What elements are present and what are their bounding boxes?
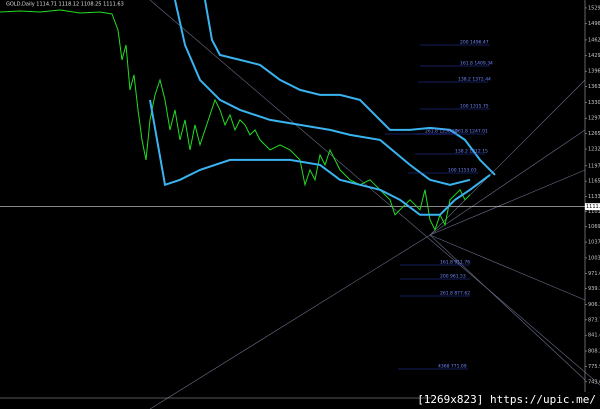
band-line: [149, 99, 491, 216]
band-line: [204, 0, 496, 176]
y-tick-label: 971.62: [588, 271, 600, 277]
fan-lines: [149, 0, 600, 409]
price-box: [585, 203, 600, 211]
y-tick-label: 743.62: [588, 379, 600, 385]
fib-label: 261.8 1256.50: [425, 129, 458, 135]
fib-label: 261.8 877.62: [440, 291, 470, 297]
y-tick-label: 939.32: [588, 286, 600, 292]
y-tick-label: 1133.27: [588, 194, 600, 200]
y-tick-label: 1429.57: [588, 53, 600, 59]
y-tick-label: 1232.67: [588, 147, 600, 153]
fib-label: 161.8 1247.01: [455, 129, 488, 135]
fan-line: [429, 234, 586, 381]
y-tick-label: 808.22: [588, 349, 600, 355]
y-tick-label: 1396.32: [588, 69, 600, 75]
fan-line: [429, 169, 586, 236]
fan-line: [429, 129, 586, 236]
y-tick-label: 1069.47: [588, 224, 600, 230]
fib-label: 100 1153.03: [448, 168, 477, 174]
y-tick-label: 841.47: [588, 333, 600, 339]
fib-label: 4368 771.09: [438, 364, 467, 370]
y-tick-label: 1037.17: [588, 240, 600, 246]
fib-label: 138.2 1372.44: [458, 77, 491, 83]
y-tick-label: 1529.32: [588, 5, 600, 11]
fib-label: 138.2 1212.15: [455, 149, 488, 155]
y-tick-label: 775.97: [588, 364, 600, 370]
y-tick-label: 1330.97: [588, 100, 600, 106]
fib-label: 161.8 911.76: [440, 260, 470, 266]
fan-line: [149, 234, 431, 409]
y-tick-label: 1197.62: [588, 163, 600, 169]
y-tick-label: 1496.47: [588, 21, 600, 27]
watermark: [1269x823] https://upic.me/: [417, 393, 596, 406]
fib-label: 161.8 1409.34: [460, 61, 493, 67]
price-label: 1111.63: [586, 204, 600, 210]
y-tick-label: 906.32: [588, 302, 600, 308]
band-line: [174, 0, 471, 186]
y-tick-label: 1363.82: [588, 84, 600, 90]
y-tick-label: 1265.17: [588, 131, 600, 137]
chart-title: GOLD,Daily 1114.71 1118.12 1108.25 1111.…: [6, 2, 124, 8]
y-tick-label: 1165.27: [588, 179, 600, 185]
y-tick-label: 1462.12: [588, 37, 600, 43]
y-tick-label: 873.77: [588, 317, 600, 323]
fan-line: [149, 0, 600, 386]
y-tick-label: 1003.92: [588, 255, 600, 261]
fib-label: 200 961.53: [440, 274, 466, 280]
price-series: [0, 9, 471, 232]
fib-label: 100 1315.75: [460, 104, 489, 110]
fib-label: 200 1496.47: [460, 40, 489, 46]
y-tick-label: 1297.49: [588, 116, 600, 122]
fan-line: [429, 79, 586, 236]
fan-line: [429, 234, 586, 301]
watermark-box: [432, 392, 600, 409]
y-tick-label: 1101.57: [588, 209, 600, 215]
